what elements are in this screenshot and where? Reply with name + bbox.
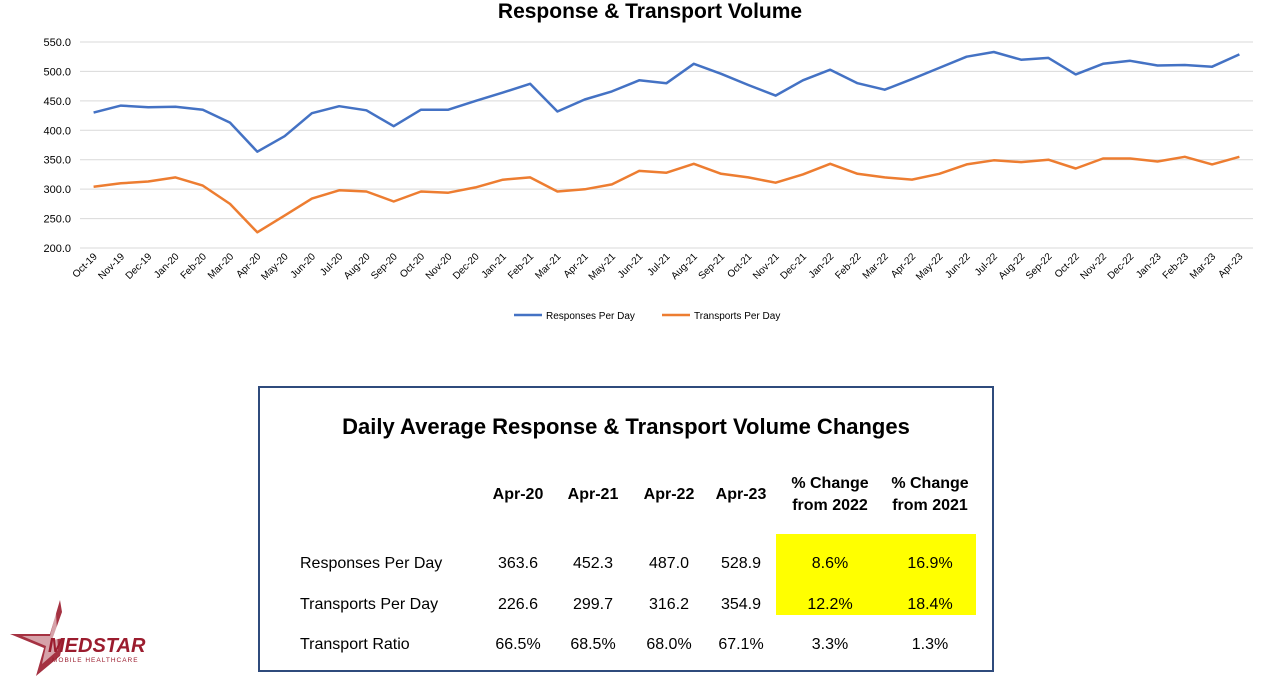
cell: 316.2: [648, 596, 690, 613]
x-tick-label: Oct-21: [725, 251, 754, 280]
star-shape-inner: [22, 612, 58, 664]
legend-label: Transports Per Day: [694, 311, 780, 322]
x-tick-label: Dec-19: [124, 251, 155, 282]
cell: 452.3: [572, 555, 614, 572]
x-tick-label: Nov-21: [751, 251, 782, 282]
header-apr-22: Apr-22: [643, 486, 695, 503]
cell: 1.3%: [911, 636, 949, 653]
x-tick-label: Oct-22: [1053, 251, 1082, 280]
table-title: Daily Average Response & Transport Volum…: [342, 414, 910, 439]
x-tick-label: Sep-22: [1024, 251, 1055, 282]
header-apr-20: Apr-20: [492, 486, 544, 503]
header-apr-21: Apr-21: [567, 486, 619, 503]
row-label-ratio: Transport Ratio: [300, 636, 410, 653]
y-tick-label: 300.0: [43, 184, 71, 196]
chart-title: Response & Transport Volume: [497, 0, 803, 23]
header-change-2021-line2: from 2021: [892, 497, 968, 514]
y-tick-label: 350.0: [43, 155, 71, 167]
x-tick-label: Mar-20: [206, 251, 236, 281]
x-tick-label: Dec-21: [778, 251, 809, 282]
y-axis-ticks: 200.0 250.0 300.0 350.0 400.0 450.0 500.0 550.0: [43, 37, 71, 255]
header-change-2022: % Change from 2022: [791, 473, 868, 517]
x-tick-label: Oct-20: [398, 251, 427, 280]
x-tick-label: Jan-21: [480, 251, 510, 281]
header-apr-23: Apr-23: [715, 486, 767, 503]
header-change-2021-line1: % Change: [891, 475, 969, 492]
x-tick-label: Jun-22: [943, 251, 973, 281]
line-chart: 200.0 250.0 300.0 350.0 400.0 450.0 500.0 550.0…: [43, 37, 1253, 322]
x-tick-label: Sep-21: [697, 251, 728, 282]
x-tick-label: Mar-23: [1188, 251, 1218, 281]
row-label-responses: Responses Per Day: [300, 555, 443, 572]
cell: 18.4%: [907, 596, 953, 613]
x-tick-label: Jan-20: [152, 251, 182, 281]
cell: 528.9: [720, 555, 762, 572]
cell: 354.9: [720, 596, 762, 613]
y-tick-label: 250.0: [43, 214, 71, 226]
header-change-2021: % Change from 2021: [891, 473, 968, 517]
cell: 12.2%: [807, 596, 853, 613]
x-tick-label: Feb-21: [506, 251, 536, 281]
cell: 16.9%: [907, 555, 953, 572]
cell: 487.0: [648, 555, 690, 572]
cell: 68.0%: [646, 636, 692, 653]
x-tick-label: Nov-19: [96, 251, 127, 282]
series-line-responses: [93, 50, 1240, 153]
x-tick-label: Jan-22: [807, 251, 837, 281]
cell: 66.5%: [495, 636, 541, 653]
cell: 67.1%: [718, 636, 764, 653]
x-tick-label: Feb-20: [179, 251, 209, 281]
cell: 3.3%: [811, 636, 849, 653]
row-label-transports: Transports Per Day: [300, 596, 439, 613]
x-tick-label: Jun-21: [616, 251, 646, 281]
volume-changes-table: Daily Average Response & Transport Volum…: [258, 386, 994, 672]
x-tick-label: Feb-22: [833, 251, 863, 281]
y-tick-label: 500.0: [43, 66, 71, 78]
legend-label: Responses Per Day: [546, 311, 635, 322]
y-tick-label: 450.0: [43, 96, 71, 108]
y-tick-label: 200.0: [43, 243, 71, 255]
y-tick-label: 550.0: [43, 37, 71, 49]
x-tick-label: Aug-21: [669, 251, 700, 282]
x-tick-label: Aug-20: [342, 251, 373, 282]
x-tick-label: Dec-22: [1106, 251, 1137, 282]
highlight-responses-changes: [776, 534, 976, 574]
x-tick-label: May-20: [259, 251, 291, 283]
y-tick-label: 400.0: [43, 125, 71, 137]
x-tick-label: Nov-22: [1079, 251, 1110, 282]
x-tick-label: Mar-22: [861, 251, 891, 281]
x-tick-label: May-21: [587, 251, 619, 283]
x-tick-label: Apr-23: [1216, 251, 1245, 280]
x-tick-label: Sep-20: [369, 251, 400, 282]
legend: Responses Per Day Transports Per Day: [514, 311, 780, 322]
x-tick-label: Aug-22: [997, 251, 1028, 282]
cell: 226.6: [497, 596, 539, 613]
highlight-transports-changes: [776, 574, 976, 615]
x-tick-label: Mar-21: [533, 251, 563, 281]
x-tick-label: Dec-20: [451, 251, 482, 282]
cell: 8.6%: [811, 555, 849, 572]
x-tick-label: May-22: [914, 251, 946, 283]
x-tick-label: Feb-23: [1161, 251, 1191, 281]
gridlines: [80, 41, 1253, 249]
logo-tagline: MOBILE HEALTHCARE: [52, 657, 139, 664]
cell: 363.6: [497, 555, 539, 572]
x-tick-label: Jan-23: [1134, 251, 1164, 281]
logo-name: MEDSTAR: [48, 635, 146, 657]
series-line-transports: [93, 155, 1240, 234]
x-tick-label: Nov-20: [424, 251, 455, 282]
series-lines: [93, 50, 1240, 234]
cell: 68.5%: [570, 636, 616, 653]
cell: 299.7: [572, 596, 614, 613]
x-tick-label: Jun-20: [289, 251, 319, 281]
header-change-2022-line2: from 2022: [792, 497, 868, 514]
header-change-2022-line1: % Change: [791, 475, 869, 492]
x-tick-label: Oct-19: [71, 251, 100, 280]
medstar-logo: MEDSTAR MOBILE HEALTHCARE: [10, 600, 146, 676]
